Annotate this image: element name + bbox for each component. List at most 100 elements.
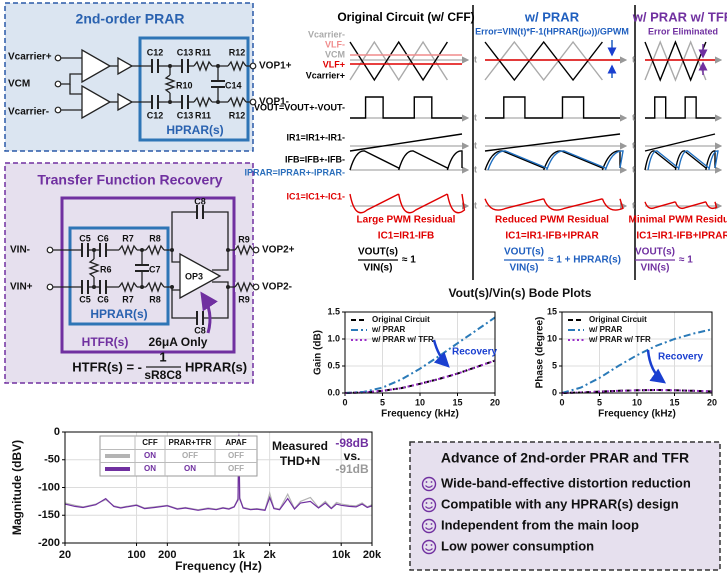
signal-label: IPRAR=IPRAR+-IPRAR- bbox=[244, 167, 345, 177]
carrier-wave bbox=[350, 42, 447, 80]
equation: HPRAR(s) bbox=[185, 359, 247, 374]
ramp bbox=[645, 134, 715, 151]
carrier-wave bbox=[350, 42, 447, 80]
x-tick-label: 200 bbox=[158, 549, 176, 561]
component-label: R7 bbox=[122, 294, 134, 304]
time-label: t bbox=[474, 54, 477, 64]
x-axis-label: Frequency (kHz) bbox=[598, 409, 676, 420]
input-label: Vcarrier+ bbox=[8, 52, 52, 63]
y-axis-label: Gain (dB) bbox=[313, 330, 324, 375]
x-axis-label: Frequency (kHz) bbox=[381, 409, 459, 420]
signal-label: IFB=IFB+-IFB- bbox=[285, 154, 345, 164]
table-cell: OFF bbox=[182, 451, 198, 460]
y-tick-label: -200 bbox=[38, 537, 60, 549]
annotation: THD+N bbox=[280, 454, 320, 468]
time-label: t bbox=[474, 200, 477, 210]
time-label: t bbox=[474, 140, 477, 150]
x-tick-label: 0 bbox=[342, 397, 347, 407]
smiley-icon bbox=[426, 523, 428, 525]
annotation: -98dB bbox=[335, 436, 369, 450]
residual-label: Large PWM Residual bbox=[357, 215, 456, 226]
annotation: Recovery bbox=[658, 352, 703, 363]
table-cell: ON bbox=[184, 464, 196, 473]
equation: HTFR(s) = - bbox=[72, 359, 142, 374]
advantage-item: Compatible with any HPRAR(s) design bbox=[441, 496, 679, 511]
output-label: VOP1+ bbox=[259, 61, 292, 72]
current-equation: IC1=IR1-IFB+IPRAR bbox=[636, 231, 727, 242]
advantage-item: Independent from the main loop bbox=[441, 517, 639, 532]
component-label: C6 bbox=[97, 233, 109, 243]
current-equation: IC1=IR1-IFB+IPRAR bbox=[505, 231, 599, 242]
time-label: t bbox=[632, 200, 635, 210]
transfer-function: ≈ 1 + HPRAR(s) bbox=[548, 255, 621, 266]
figure: 2nd-order PRAR Transfer Function Recover… bbox=[0, 0, 727, 575]
component-label: R11 bbox=[195, 47, 211, 57]
time-label: t bbox=[474, 112, 477, 122]
y-axis-label: Magnitude (dBV) bbox=[10, 440, 24, 535]
component-label: R8 bbox=[149, 233, 161, 243]
node bbox=[216, 64, 220, 68]
component-label: R6 bbox=[100, 264, 112, 274]
y-tick-label: 1.5 bbox=[327, 306, 340, 316]
component-label: C12 bbox=[147, 47, 164, 57]
advantage-item: Wide-band-effective distortion reduction bbox=[441, 475, 691, 490]
note: 26μA Only bbox=[149, 335, 208, 349]
component-label: R9 bbox=[238, 234, 250, 244]
pwm-wave bbox=[645, 97, 715, 118]
component-label: R7 bbox=[122, 233, 134, 243]
transfer-function: VOUT(s) bbox=[358, 247, 398, 258]
block-label: HPRAR(s) bbox=[90, 307, 147, 321]
y-tick-label: 5 bbox=[552, 360, 557, 370]
signal-label: Vcarrier- bbox=[308, 29, 345, 39]
x-tick-label: 10 bbox=[415, 397, 425, 407]
legend-label: Original Circuit bbox=[589, 315, 647, 324]
y-axis-label: Phase (degree) bbox=[535, 317, 546, 389]
terminal bbox=[253, 284, 259, 290]
component-label: R9 bbox=[238, 294, 250, 304]
node bbox=[170, 285, 174, 289]
component-label: R8 bbox=[149, 294, 161, 304]
carrier-wave bbox=[645, 42, 706, 80]
table-cell: OFF bbox=[228, 464, 244, 473]
terminal bbox=[250, 63, 256, 69]
smiley-icon bbox=[426, 502, 428, 504]
x-tick-label: 15 bbox=[452, 397, 462, 407]
table-header: APAF bbox=[225, 438, 246, 447]
node bbox=[216, 100, 220, 104]
x-tick-label: 20 bbox=[59, 549, 71, 561]
node bbox=[226, 285, 230, 289]
time-label: t bbox=[632, 164, 635, 174]
component-label: C8 bbox=[194, 325, 206, 335]
annotation: vs. bbox=[344, 449, 361, 463]
component-label: C8 bbox=[194, 196, 206, 206]
component-label: C7 bbox=[149, 264, 161, 274]
x-tick-label: 10 bbox=[632, 397, 642, 407]
pwm-wave bbox=[485, 97, 620, 118]
signal-label: IC1=IC1+-IC1- bbox=[286, 191, 345, 201]
legend-label: w/ PRAR bbox=[371, 325, 406, 334]
block-label: HTFR(s) bbox=[82, 335, 129, 349]
node bbox=[168, 64, 172, 68]
node bbox=[92, 248, 96, 252]
component-label: C6 bbox=[97, 294, 109, 304]
input-label: VIN+ bbox=[10, 282, 33, 293]
x-tick-label: 2k bbox=[264, 549, 277, 561]
input-label: VIN- bbox=[10, 245, 30, 256]
carrier-wave bbox=[485, 42, 602, 80]
terminal bbox=[55, 81, 61, 87]
time-label: t bbox=[632, 54, 635, 64]
input-label: VCM bbox=[8, 79, 30, 90]
x-axis-label: Frequency (Hz) bbox=[175, 559, 262, 573]
table-header: CFF bbox=[142, 438, 158, 447]
signal-label: VCM bbox=[325, 49, 345, 59]
ramp bbox=[485, 134, 620, 151]
pwm-wave bbox=[350, 97, 462, 118]
y-tick-label: -150 bbox=[38, 509, 60, 521]
terminal bbox=[47, 284, 53, 290]
time-label: t bbox=[474, 164, 477, 174]
y-tick-label: -50 bbox=[44, 454, 60, 466]
feedback-current bbox=[350, 151, 462, 170]
component-label: R12 bbox=[229, 110, 246, 120]
legend-label: w/ PRAR w/ TFR bbox=[371, 335, 434, 344]
smiley-icon bbox=[426, 544, 428, 546]
